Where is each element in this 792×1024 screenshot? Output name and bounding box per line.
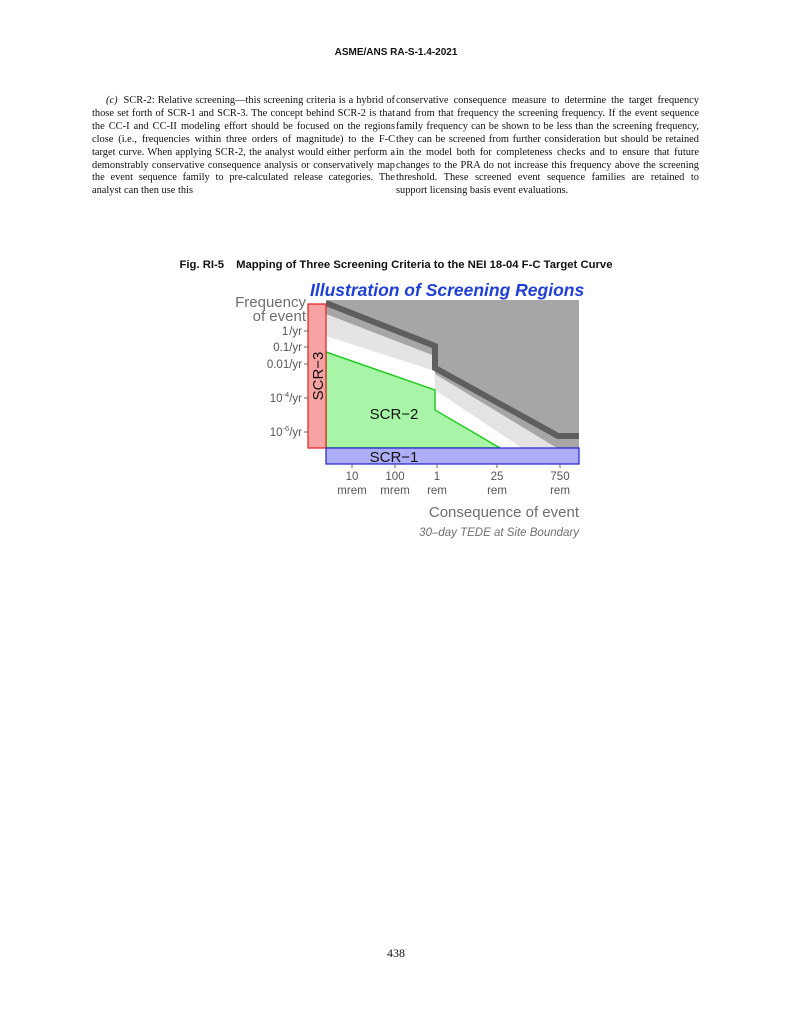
x-tick-unit: rem bbox=[487, 485, 507, 497]
y-tick-label: 10-6/yr bbox=[270, 424, 302, 439]
scr2-paragraph: (c) SCR-2: Relative screening—this scree… bbox=[92, 95, 395, 198]
figure-number: Fig. RI-5 bbox=[179, 259, 225, 271]
x-tick-unit: mrem bbox=[337, 485, 366, 497]
x-tick-unit: mrem bbox=[380, 485, 409, 497]
x-tick-value: 10 bbox=[346, 471, 359, 483]
x-axis-label: Consequence of event bbox=[429, 504, 580, 521]
right-paragraph: conservative consequence measure to dete… bbox=[396, 95, 699, 197]
x-tick-value: 1 bbox=[434, 471, 440, 483]
x-tick-value: 25 bbox=[491, 471, 504, 483]
x-tick-unit: rem bbox=[550, 485, 570, 497]
page-number: 438 bbox=[387, 946, 405, 960]
x-axis-sublabel: 30–day TEDE at Site Boundary bbox=[419, 527, 580, 539]
scr1-label: SCR−1 bbox=[370, 449, 419, 466]
screening-regions-figure: Illustration of Screening Regions Freque… bbox=[235, 280, 584, 539]
item-lead: (c) bbox=[106, 95, 118, 106]
scr2-label: SCR−2 bbox=[370, 406, 419, 423]
x-tick-value: 750 bbox=[550, 471, 569, 483]
fc-target-curve bbox=[324, 300, 579, 439]
y-tick-label: 10-4/yr bbox=[270, 390, 302, 405]
scr3-region bbox=[307, 303, 327, 449]
right-column: conservative consequence measure to dete… bbox=[396, 95, 699, 198]
figure-caption-text: Mapping of Three Screening Criteria to t… bbox=[236, 259, 613, 271]
x-ticks: 10 mrem 100 mrem 1 rem 25 rem 750 rem bbox=[337, 464, 570, 497]
scr3-label: SCR−3 bbox=[310, 352, 327, 401]
y-tick-label: 0.1/yr bbox=[273, 342, 302, 354]
x-tick-unit: rem bbox=[427, 485, 447, 497]
y-tick-label: 1/yr bbox=[282, 326, 302, 338]
left-column: (c) SCR-2: Relative screening—this scree… bbox=[92, 95, 395, 198]
figure-title: Illustration of Screening Regions bbox=[310, 280, 584, 300]
scr1-region bbox=[325, 447, 580, 465]
figure-caption: Fig. RI-5 Mapping of Three Screening Crit… bbox=[0, 259, 792, 271]
y-axis-label-line2: of event bbox=[253, 308, 307, 325]
y-axis-label-line1: Frequency bbox=[235, 294, 306, 311]
scr2-paragraph-text: SCR-2: Relative screening—this screening… bbox=[92, 95, 395, 197]
running-header: ASME/ANS RA-S-1.4-2021 bbox=[334, 47, 458, 58]
x-tick-value: 100 bbox=[385, 471, 404, 483]
y-tick-label: 0.01/yr bbox=[267, 359, 302, 371]
y-ticks: 1/yr 0.1/yr 0.01/yr 10-4/yr 10-6/yr bbox=[267, 326, 308, 439]
